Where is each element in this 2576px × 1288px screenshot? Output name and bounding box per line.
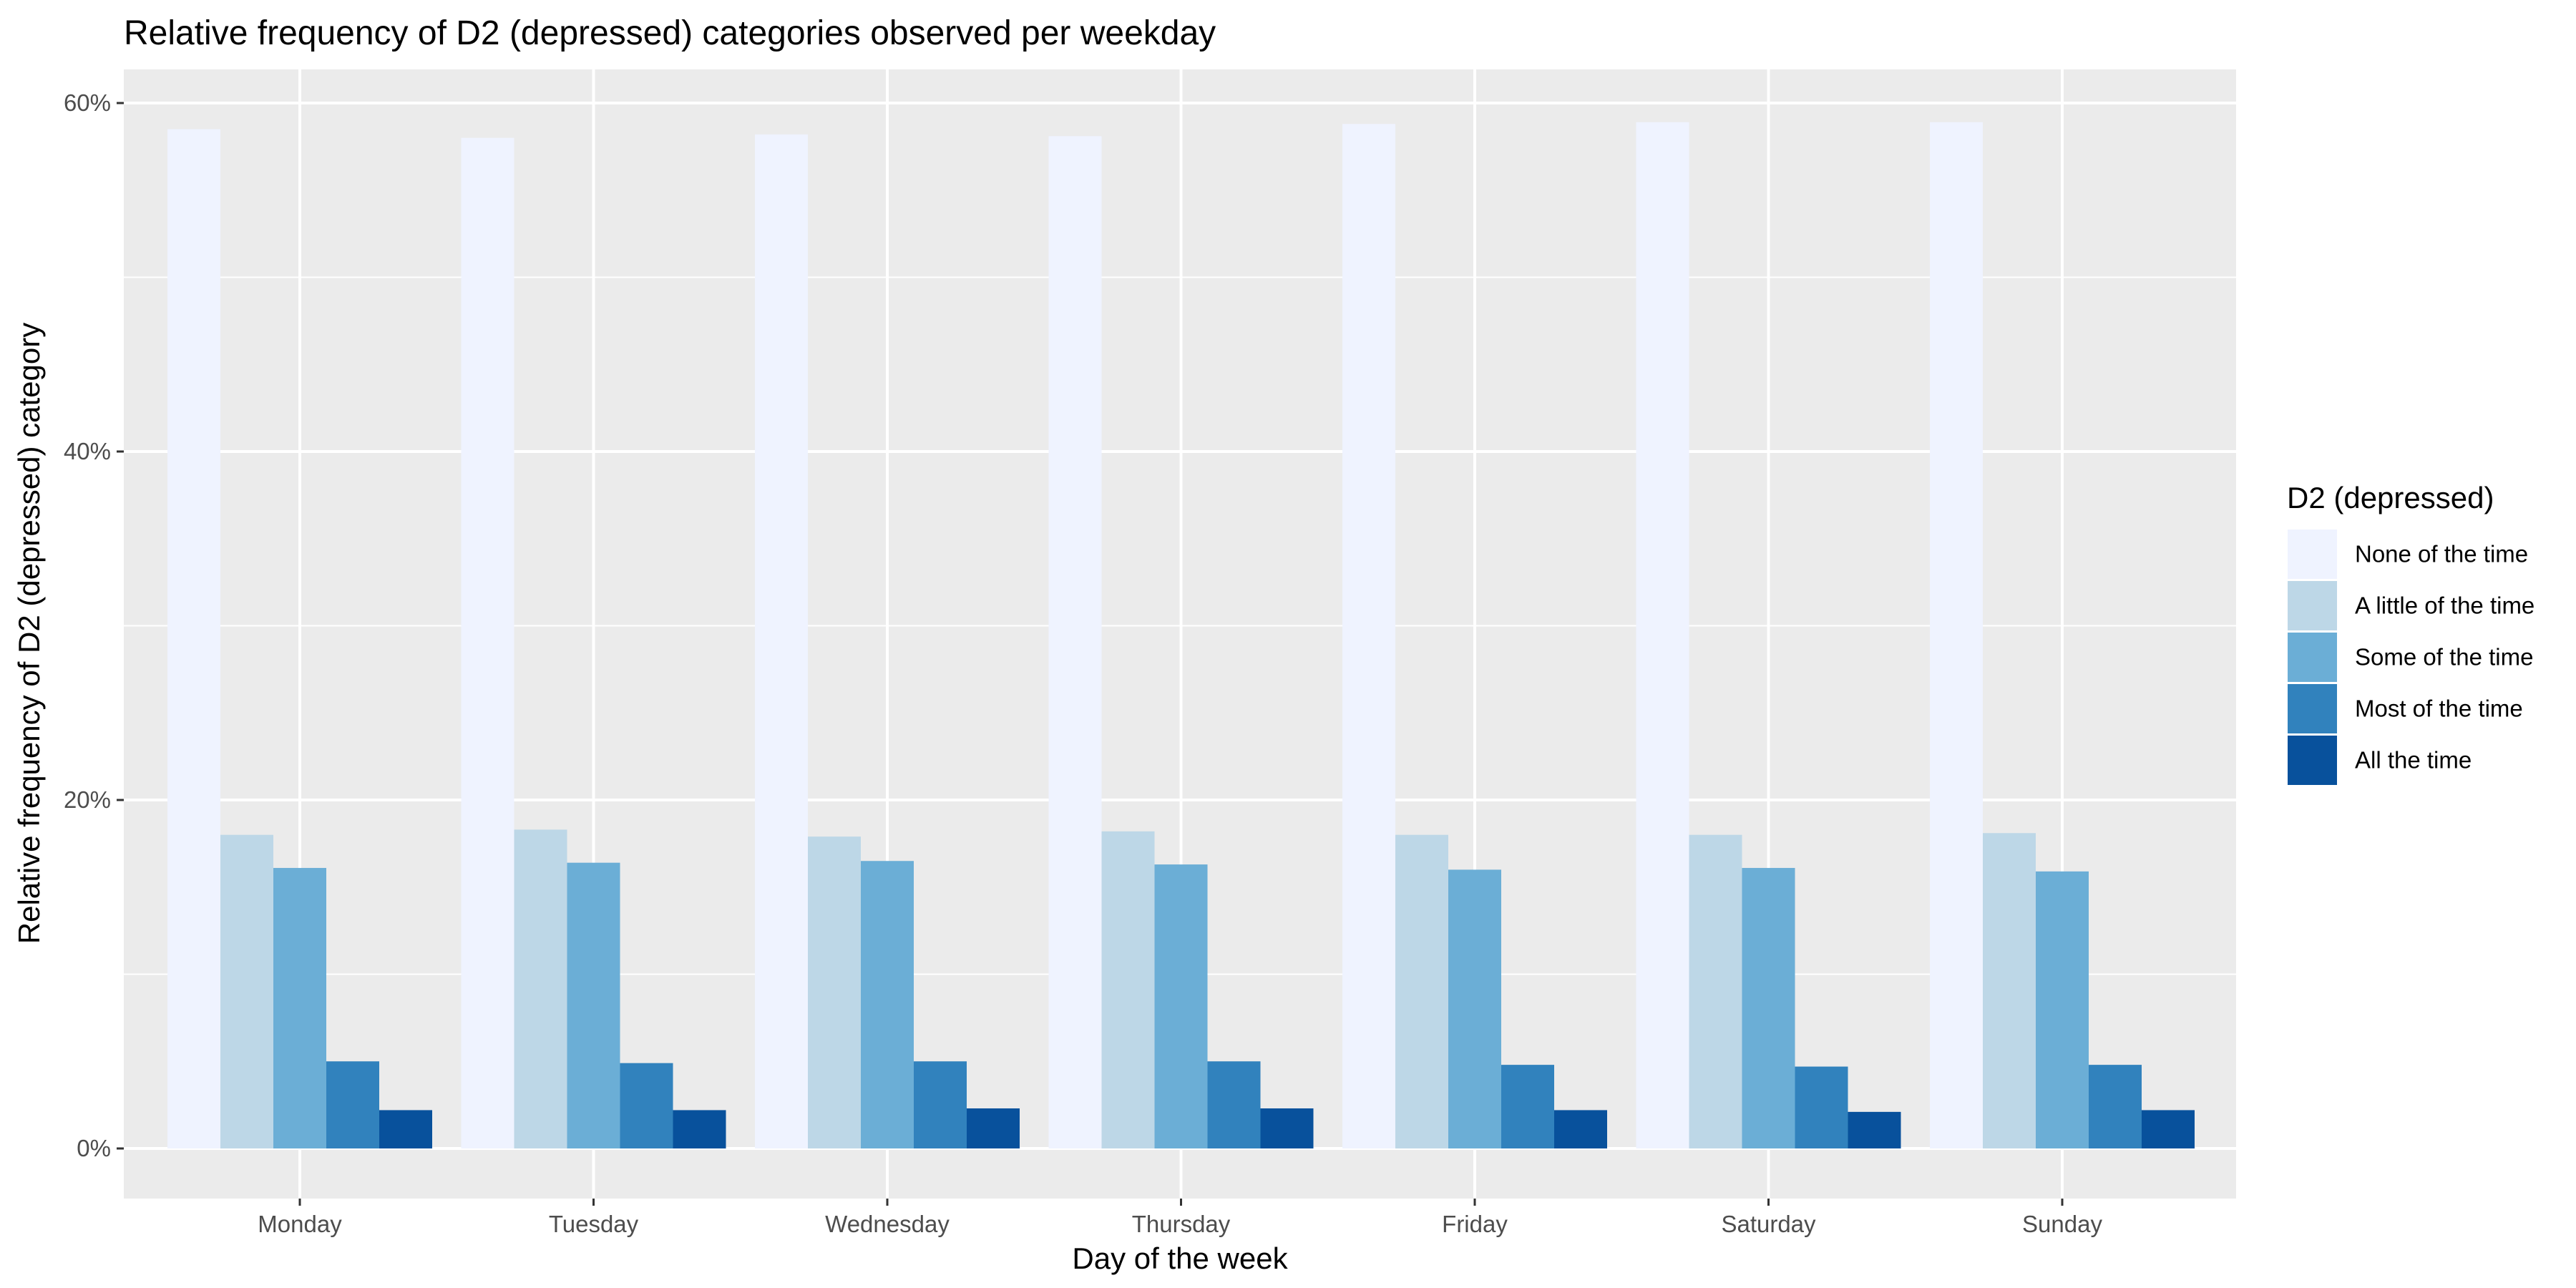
x-tick-label: Tuesday [549, 1211, 639, 1237]
bar-tuesday-most-of-the-time [620, 1063, 673, 1148]
x-tick-label: Friday [1442, 1211, 1508, 1237]
bar-sunday-a-little-of-the-time [1983, 833, 2036, 1148]
bar-sunday-most-of-the-time [2089, 1065, 2142, 1148]
bar-friday-a-little-of-the-time [1395, 834, 1448, 1148]
y-tick-label: 40% [64, 438, 111, 464]
x-axis-ticks: Monday Tuesday Wednesday Thursday Friday Satu… [258, 1199, 2102, 1237]
bar-wednesday-none-of-the-time [755, 134, 808, 1149]
legend-label: None of the time [2355, 541, 2528, 567]
bar-saturday-most-of-the-time [1795, 1066, 1848, 1148]
legend-key [2288, 633, 2337, 682]
bar-thursday-some-of-the-time [1154, 864, 1208, 1148]
bar-friday-none-of-the-time [1342, 124, 1395, 1149]
x-axis-title: Day of the week [1072, 1241, 1288, 1275]
x-tick-label: Monday [258, 1211, 342, 1237]
y-axis-ticks: 0% 20% 40% 60% [64, 89, 124, 1161]
legend-label: All the time [2355, 747, 2472, 774]
bar-wednesday-all-the-time [967, 1108, 1020, 1148]
legend-key [2288, 581, 2337, 630]
legend-key [2288, 530, 2337, 579]
bar-wednesday-some-of-the-time [861, 861, 914, 1148]
bar-monday-none-of-the-time [167, 129, 220, 1148]
bar-saturday-a-little-of-the-time [1689, 834, 1742, 1148]
bar-friday-most-of-the-time [1501, 1065, 1554, 1148]
x-tick-label: Sunday [2022, 1211, 2102, 1237]
bar-monday-most-of-the-time [326, 1061, 379, 1148]
legend-title: D2 (depressed) [2287, 481, 2494, 514]
bar-sunday-all-the-time [2142, 1110, 2195, 1148]
legend-label: Most of the time [2355, 696, 2523, 722]
y-axis-title: Relative frequency of D2 (depressed) cat… [12, 323, 46, 944]
bar-monday-a-little-of-the-time [220, 834, 273, 1148]
y-tick-label: 0% [77, 1135, 111, 1161]
bar-tuesday-none-of-the-time [461, 137, 514, 1149]
bar-wednesday-most-of-the-time [914, 1061, 967, 1148]
bar-thursday-a-little-of-the-time [1101, 831, 1155, 1148]
legend-key [2288, 684, 2337, 733]
bar-sunday-none-of-the-time [1930, 122, 1983, 1148]
legend-label: Some of the time [2355, 644, 2533, 670]
x-tick-label: Saturday [1721, 1211, 1816, 1237]
legend-key [2288, 736, 2337, 785]
bar-tuesday-some-of-the-time [567, 862, 620, 1148]
bar-wednesday-a-little-of-the-time [808, 836, 861, 1148]
y-tick-label: 20% [64, 786, 111, 813]
bar-saturday-all-the-time [1848, 1111, 1901, 1148]
bar-monday-all-the-time [379, 1110, 432, 1148]
bar-sunday-some-of-the-time [2036, 871, 2089, 1148]
x-tick-label: Thursday [1132, 1211, 1231, 1237]
legend-label: A little of the time [2355, 592, 2534, 619]
bar-monday-some-of-the-time [273, 867, 326, 1148]
bar-friday-all-the-time [1554, 1110, 1607, 1148]
bar-saturday-some-of-the-time [1742, 867, 1795, 1148]
chart-title: Relative frequency of D2 (depressed) cat… [124, 14, 1216, 52]
bar-tuesday-a-little-of-the-time [514, 829, 567, 1148]
x-tick-label: Wednesday [825, 1211, 950, 1237]
bar-friday-some-of-the-time [1448, 869, 1501, 1148]
bar-thursday-none-of-the-time [1048, 136, 1102, 1148]
y-tick-label: 60% [64, 89, 111, 116]
bars [167, 122, 2195, 1149]
legend: D2 (depressed) None of the time A little … [2287, 481, 2534, 785]
bar-thursday-all-the-time [1260, 1108, 1314, 1148]
bar-saturday-none-of-the-time [1636, 122, 1689, 1148]
bar-thursday-most-of-the-time [1207, 1061, 1261, 1148]
bar-tuesday-all-the-time [673, 1110, 726, 1148]
